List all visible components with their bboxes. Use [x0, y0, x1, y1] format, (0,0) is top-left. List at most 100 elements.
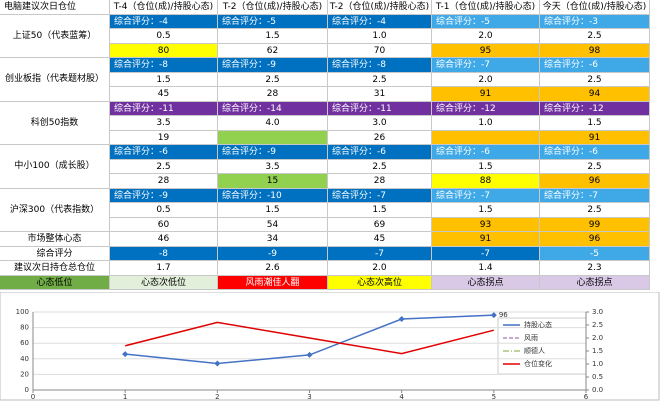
cell: 综合评分：-6 [540, 145, 650, 160]
data-label: 96 [499, 311, 508, 319]
cell: -5 [540, 246, 650, 261]
cell: 2.5 [110, 159, 218, 174]
cell: 科创50指数 [0, 101, 110, 145]
cell: 综合评分：-7 [540, 188, 650, 203]
cell: T-1（仓位(成)/持股心态) [432, 0, 540, 15]
cell: 综合评分：-6 [540, 58, 650, 73]
cell: 综合评分：-5 [218, 14, 328, 29]
cell: 2.5 [540, 72, 650, 87]
cell: 60 [110, 217, 218, 232]
cell: 28 [218, 87, 328, 102]
cell: 15 [218, 174, 328, 189]
y-tick-label: 80 [20, 324, 29, 332]
cell: 今天（仓位(成)/持股心态) [540, 0, 650, 15]
cell: 中小100（成长股） [0, 145, 110, 189]
cell: 26 [328, 130, 432, 145]
cell: 31 [328, 87, 432, 102]
cell: 综合评分：-9 [218, 145, 328, 160]
cell: 综合评分：-7 [432, 188, 540, 203]
x-tick-label: 0 [31, 393, 35, 401]
legend-label: 持股心态 [524, 320, 552, 329]
cell: 96 [540, 232, 650, 247]
cell: 54 [218, 217, 328, 232]
cell: 综合评分：-9 [110, 188, 218, 203]
cell: 1.5 [328, 203, 432, 218]
cell: 96 [540, 174, 650, 189]
cell: 2.0 [328, 261, 432, 276]
y2-tick-label: 0.5 [592, 373, 603, 381]
cell: 心态次高位 [328, 275, 432, 290]
cell: 综合评分：-3 [540, 14, 650, 29]
legend-label: 顺德人 [524, 346, 545, 355]
cell: 综合评分：-4 [328, 14, 432, 29]
cell: 62 [218, 43, 328, 58]
cell: 2.0 [432, 72, 540, 87]
cell: -7 [432, 246, 540, 261]
cell: 2.5 [540, 159, 650, 174]
cell: 1.7 [110, 261, 218, 276]
cell: 80 [110, 43, 218, 58]
cell: -9 [218, 246, 328, 261]
cell: 2.5 [540, 203, 650, 218]
cell: 3.0 [328, 116, 432, 131]
x-tick-label: 5 [492, 393, 496, 401]
cell: 93 [432, 217, 540, 232]
cell: 94 [540, 87, 650, 102]
cell: 综合评分 [0, 246, 110, 261]
x-tick-label: 2 [215, 393, 219, 401]
cell: 2.3 [540, 261, 650, 276]
x-tick-label: 6 [584, 393, 589, 401]
cell: 沪深300（代表指数） [0, 188, 110, 232]
cell: 91 [432, 87, 540, 102]
cell: 1.0 [432, 116, 540, 131]
cell: 综合评分：-12 [432, 101, 540, 116]
cell: -8 [110, 246, 218, 261]
y-tick-label: 100 [16, 308, 29, 316]
cell: 2.6 [218, 261, 328, 276]
cell: T-2（仓位(成)/持股心态) [218, 0, 328, 15]
cell: 综合评分：-6 [110, 145, 218, 160]
cell: 0.5 [110, 29, 218, 44]
cell: 3.5 [110, 116, 218, 131]
cell: 市场整体心态 [0, 232, 110, 247]
cell: 综合评分：-6 [432, 145, 540, 160]
legend-label: 仓位变化 [524, 359, 552, 368]
marker [214, 360, 221, 367]
cell: T-4（仓位(成)/持股心态) [110, 0, 218, 15]
cell: 综合评分：-6 [328, 145, 432, 160]
y-tick-label: 0 [25, 386, 29, 394]
cell: 心态低位 [0, 275, 110, 290]
cell: 2.5 [540, 29, 650, 44]
cell: 70 [328, 43, 432, 58]
cell: 1.5 [218, 29, 328, 44]
cell: 91 [540, 130, 650, 145]
cell: 46 [110, 232, 218, 247]
cell: 综合评分：-11 [328, 101, 432, 116]
cell: 综合评分：-5 [432, 14, 540, 29]
y2-tick-label: 2.0 [592, 334, 603, 342]
cell: 综合评分：-4 [110, 14, 218, 29]
cell [432, 130, 540, 145]
cell: 34 [218, 232, 328, 247]
cell: 1.4 [432, 261, 540, 276]
cell: 1.5 [218, 203, 328, 218]
series-line [124, 321, 495, 355]
cell: 69 [328, 217, 432, 232]
legend-label: 风雨 [524, 334, 538, 342]
y2-tick-label: 2.5 [592, 321, 603, 329]
x-tick-label: 3 [307, 393, 311, 401]
y2-tick-label: 1.5 [592, 347, 603, 355]
cell: 风雨潮佳人翻 [218, 275, 328, 290]
y2-tick-label: 3.0 [592, 308, 603, 316]
y2-tick-label: 0.0 [592, 386, 603, 394]
cell: 2.5 [328, 72, 432, 87]
y-tick-label: 40 [20, 355, 29, 363]
cell: 88 [432, 174, 540, 189]
cell: 0.5 [110, 203, 218, 218]
cell: 1.5 [432, 203, 540, 218]
cell: 28 [110, 174, 218, 189]
cell: 28 [328, 174, 432, 189]
x-tick-label: 1 [123, 393, 127, 401]
cell: 99 [540, 217, 650, 232]
marker [306, 351, 313, 358]
